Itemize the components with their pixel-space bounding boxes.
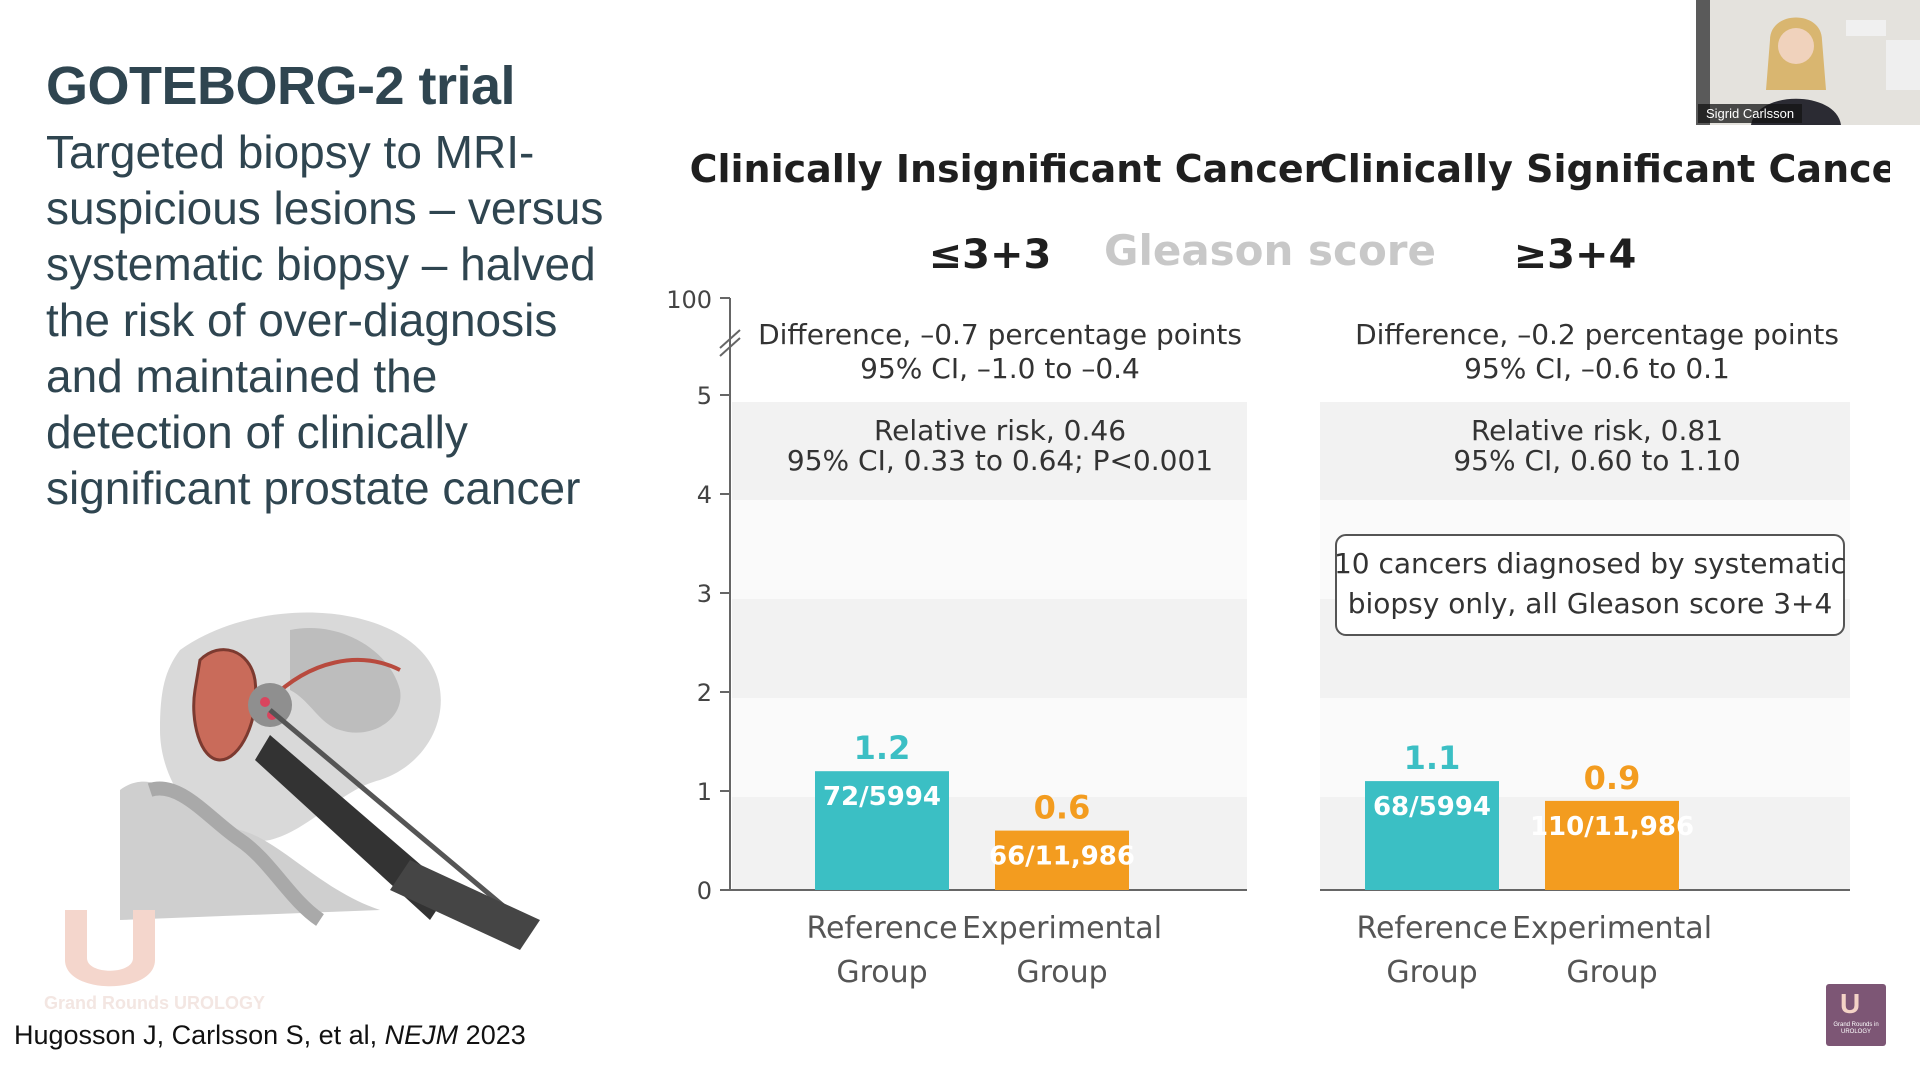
watermark-text: Grand Rounds UROLOGY [44, 993, 266, 1013]
slide-subtitle: Targeted biopsy to MRI-suspicious lesion… [46, 126, 604, 514]
panel-2-reference-bar [1365, 781, 1499, 890]
panel-2-reference-category-label-line-2: Group [1386, 955, 1477, 990]
y-tick-label-100: 100 [666, 286, 712, 314]
panel-2-difference: Difference, –0.2 percentage points [1355, 318, 1839, 351]
citation: Hugosson J, Carlsson S, et al, NEJM 2023 [14, 1020, 526, 1051]
grand-rounds-badge: U Grand Rounds in UROLOGY [1826, 984, 1886, 1046]
panel-2-note-line-2: biopsy only, all Gleason score 3+4 [1348, 587, 1833, 620]
panel-2-note-line-1: 10 cancers diagnosed by systematic [1334, 547, 1846, 580]
citation-authors: Hugosson J, Carlsson S, et al, [14, 1020, 385, 1050]
panel-1-experimental-category-label-line-1: Experimental [962, 911, 1162, 946]
y-ticks: 0 1 2 3 4 5 [697, 382, 730, 905]
panel-2-experimental-count-label: 110/11,986 [1530, 812, 1694, 842]
panel-2-reference-value-label: 1.1 [1404, 739, 1461, 777]
panel-2-reference-category-label-line-1: Reference [1356, 911, 1507, 946]
panel-1-band-mid [732, 500, 1247, 599]
panel-2-experimental-category-label-line-1: Experimental [1512, 911, 1712, 946]
panel-2-title: Clinically Significant Cancer [1320, 147, 1890, 191]
citation-year: 2023 [458, 1020, 526, 1050]
axis-break-mark [719, 329, 741, 349]
y-tick-label-5: 5 [697, 382, 712, 410]
citation-journal: NEJM [384, 1020, 459, 1050]
panel-2-experimental-category-label-line-2: Group [1566, 955, 1657, 990]
panel-1-reference-category-label-line-1: Reference [806, 911, 957, 946]
panel-2-difference-ci: 95% CI, –0.6 to 0.1 [1464, 352, 1730, 385]
badge-logo-icon: U [1840, 988, 1861, 1019]
y-tick-label-4: 4 [697, 481, 712, 509]
participant-name-label: Sigrid Carlsson [1698, 104, 1803, 123]
panel-2-band-low [1320, 698, 1850, 797]
gleason-bar-chart: Clinically Insignificant Cancer Clinical… [666, 147, 1890, 990]
panel-1-gleason: ≤3+3 [929, 232, 1052, 278]
slide-title: GOTEBORG-2 trial [46, 56, 516, 116]
panel-2-reference-count-label: 68/5994 [1373, 792, 1491, 822]
panel-1-band-top [732, 402, 1247, 500]
prostate-biopsy-illustration [120, 612, 540, 950]
panel-1-reference-count-label: 72/5994 [823, 782, 941, 812]
y-tick-label-0: 0 [697, 877, 712, 905]
panel-1-title: Clinically Insignificant Cancer [690, 147, 1323, 191]
panel-1-experimental-count-label: 66/11,986 [989, 842, 1135, 872]
panel-2-note-box [1335, 534, 1845, 636]
panel-1-relative-risk-ci: 95% CI, 0.33 to 0.64; P<0.001 [787, 444, 1213, 477]
panel-2-band-top [1320, 402, 1850, 500]
panel-1-reference-category-label-line-2: Group [836, 955, 927, 990]
panel-2-experimental-value-label: 0.9 [1584, 759, 1641, 797]
panel-1-experimental-category-label-line-2: Group [1016, 955, 1107, 990]
axis-break-mark-2 [719, 337, 741, 357]
panel-1-band [732, 599, 1247, 698]
badge-text: Grand Rounds in UROLOGY [1833, 1022, 1879, 1035]
panel-1-relative-risk: Relative risk, 0.46 [874, 414, 1126, 447]
y-tick-label-2: 2 [697, 679, 712, 707]
panel-1-difference-ci: 95% CI, –1.0 to –0.4 [860, 352, 1140, 385]
panel-1-band-low [732, 698, 1247, 797]
panel-1-experimental-value-label: 0.6 [1034, 789, 1091, 827]
gleason-score-label: Gleason score [1104, 226, 1436, 275]
panel-1-reference-value-label: 1.2 [854, 729, 911, 767]
y-tick-label-1: 1 [697, 778, 712, 806]
panel-2-relative-risk: Relative risk, 0.81 [1471, 414, 1723, 447]
panel-2-gleason: ≥3+4 [1514, 232, 1637, 278]
watermark-logo-icon [65, 910, 155, 987]
panel-1-experimental-bar [995, 830, 1129, 890]
panel-2-relative-risk-ci: 95% CI, 0.60 to 1.10 [1453, 444, 1740, 477]
y-tick-label-3: 3 [697, 580, 712, 608]
panel-1-reference-bar [815, 771, 949, 890]
panel-2-experimental-bar [1545, 800, 1679, 890]
bars: 1.2 72/5994 Reference Group 0.6 66/11,986 Expe… [806, 729, 1712, 990]
panel-1-difference: Difference, –0.7 percentage points [758, 318, 1242, 351]
